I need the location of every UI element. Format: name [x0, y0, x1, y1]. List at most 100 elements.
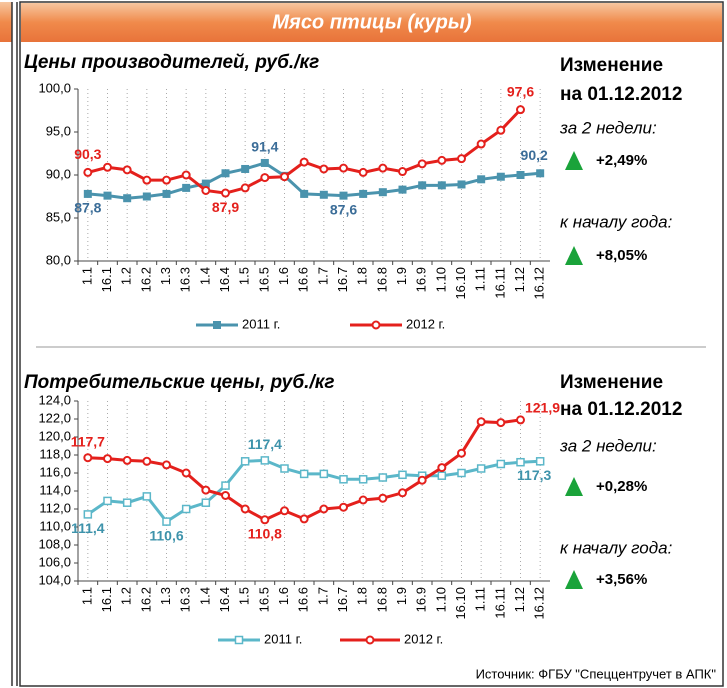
point [437, 155, 447, 165]
x-tick-label: 1.5 [237, 587, 252, 605]
x-tick-label: 1.2 [119, 267, 134, 285]
point [260, 456, 270, 465]
x-tick-label: 16.7 [335, 267, 350, 292]
data-label: 117,3 [517, 467, 551, 483]
x-tick-label: 1.4 [197, 267, 212, 285]
point [398, 185, 407, 194]
point [437, 181, 446, 190]
y-tick-label: 116,0 [39, 464, 71, 479]
point [83, 189, 92, 198]
point [398, 470, 407, 480]
source: Источник: ФГБУ "Спеццентручет в АПК" [476, 666, 717, 681]
point [213, 321, 221, 329]
y-tick-label: 80,0 [46, 252, 71, 267]
point [241, 164, 250, 173]
data-label: 110,6 [149, 527, 183, 543]
point [201, 185, 211, 195]
x-tick-label: 1.1 [79, 267, 94, 285]
point [162, 460, 171, 470]
point [339, 475, 348, 484]
x-tick-label: 16.5 [256, 587, 271, 612]
point [378, 188, 387, 197]
point [319, 504, 329, 514]
point [83, 167, 93, 177]
point [181, 468, 191, 478]
point [280, 172, 289, 182]
point [398, 488, 407, 498]
y-tick-label: 100,0 [38, 80, 71, 95]
data-label: 121,9 [525, 400, 560, 416]
data-label: 87,8 [74, 200, 101, 216]
point [457, 468, 466, 478]
legend-label: 2011 г. [242, 316, 280, 331]
data-label: 90,3 [74, 146, 101, 162]
point [103, 496, 112, 506]
x-tick-label: 16.7 [335, 587, 350, 612]
point [221, 481, 230, 490]
point [535, 457, 545, 466]
x-tick-label: 1.5 [237, 267, 252, 285]
point [181, 504, 191, 514]
point [477, 175, 486, 184]
y-tick-label: 104,0 [38, 572, 71, 587]
point [319, 469, 329, 479]
x-tick-label: 16.5 [256, 267, 271, 292]
point [496, 125, 506, 135]
point [398, 167, 407, 177]
data-label: 117,7 [71, 433, 105, 449]
point [123, 194, 132, 203]
panel-date: на 01.12.2012 [560, 84, 682, 105]
point [234, 635, 244, 645]
point [162, 175, 171, 185]
point [457, 180, 466, 189]
point [516, 457, 525, 467]
point [339, 191, 348, 200]
x-tick-label: 16.11 [492, 587, 507, 619]
x-tick-label: 16.3 [178, 267, 193, 292]
point [299, 157, 309, 167]
point [280, 506, 289, 516]
data-label: 97,6 [507, 83, 534, 99]
x-tick-label: 1.12 [512, 267, 527, 292]
point [476, 139, 486, 149]
point [122, 455, 132, 465]
y-tick-label: 110,0 [39, 518, 71, 533]
point [365, 635, 375, 645]
chart-title: Потребительские цены, руб./кг [24, 372, 335, 393]
x-tick-label: 1.8 [355, 587, 370, 605]
x-tick-label: 16.6 [296, 267, 311, 292]
point [260, 515, 270, 525]
point [122, 165, 132, 175]
point [201, 498, 211, 507]
x-tick-label: 1.9 [394, 587, 409, 605]
y-tick-label: 85,0 [46, 209, 71, 224]
point [417, 159, 427, 169]
point [142, 192, 151, 201]
point [516, 415, 525, 425]
point [378, 163, 388, 173]
point [300, 189, 309, 198]
panel-change: +0,28% [596, 478, 647, 495]
x-tick-label: 1.6 [276, 587, 291, 605]
x-tick-label: 16.1 [99, 267, 114, 292]
x-tick-label: 1.10 [433, 587, 448, 612]
legend-label: 2011 г. [264, 631, 302, 646]
x-tick-label: 16.3 [178, 587, 193, 612]
up-arrow [565, 477, 583, 496]
point [260, 173, 270, 183]
panel-change: +8,05% [596, 247, 647, 264]
x-tick-label: 16.6 [296, 587, 311, 612]
x-tick-label: 16.4 [217, 587, 232, 612]
point [83, 510, 93, 519]
panel-heading: Изменение [560, 372, 663, 393]
point [240, 183, 250, 193]
point [142, 456, 152, 466]
point [437, 471, 447, 480]
x-tick-label: 16.4 [217, 267, 232, 292]
point [280, 464, 289, 473]
point [476, 464, 486, 473]
point [122, 498, 132, 507]
x-tick-label: 16.11 [492, 267, 507, 299]
panel-date: на 01.12.2012 [560, 399, 682, 420]
panel-period: за 2 недели: [559, 436, 657, 455]
